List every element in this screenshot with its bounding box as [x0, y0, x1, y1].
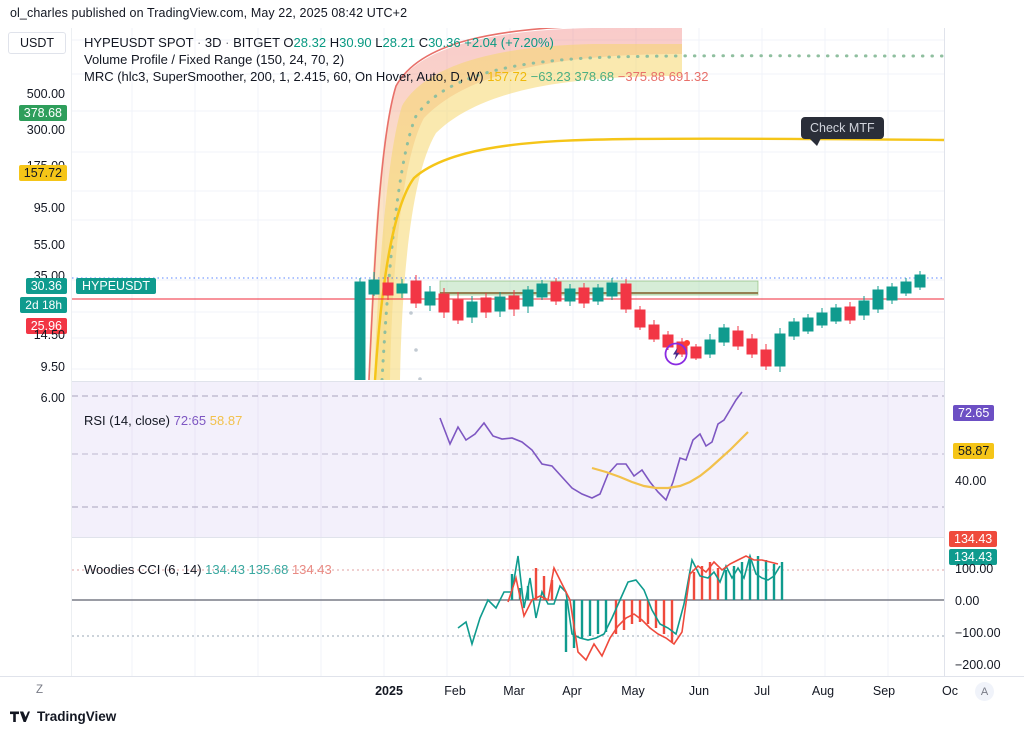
time-tick-jul: Jul — [754, 684, 770, 698]
rsi-axis-badge: 72.65 — [953, 405, 995, 421]
legend-mrc-v5: 691.32 — [668, 69, 709, 84]
legend-mrc-title[interactable]: MRC (hlc3, SuperSmoother, 200, 1, 2.415,… — [84, 69, 484, 84]
chart-frame: HYPEUSDT Check MTF — [0, 28, 1024, 677]
legend-volume-profile[interactable]: Volume Profile / Fixed Range (150, 24, 7… — [84, 52, 345, 67]
time-tick-2025: 2025 — [375, 684, 403, 698]
rsi-ma-axis-badge: 58.87 — [953, 443, 995, 459]
rsi-ma-line — [591, 431, 749, 490]
legend-mrc-v2: −63.23 — [530, 69, 571, 84]
rsi-legend[interactable]: RSI (14, close) 72:65 58.87 — [84, 413, 242, 428]
cci-legend-title[interactable]: Woodies CCI (6, 14) — [84, 562, 202, 577]
legend-low-key: L — [375, 35, 383, 50]
cci-axis-tick-minus200: −200.00 — [955, 658, 1001, 672]
rsi-chart-svg — [72, 382, 944, 537]
time-tick-feb: Feb — [444, 684, 466, 698]
cci-axis-tick-100: 100.00 — [955, 562, 994, 576]
axis-tick-500: 500.00 — [26, 87, 65, 101]
cci-axis-badge-red: 134.43 — [949, 531, 998, 547]
legend-interval[interactable]: 3D — [204, 35, 222, 50]
axis-badge-mrc-mid: 157.72 — [18, 165, 67, 181]
time-tick-jun: Jun — [688, 684, 710, 698]
legend-mrc-v4: −375.88 — [617, 69, 666, 84]
currency-label: USDT — [8, 32, 66, 54]
axis-badge-mrc-upper: 378.68 — [18, 105, 67, 121]
time-axis[interactable]: Z 2025 Feb Mar Apr May Jun Jul Aug Sep O… — [0, 676, 1024, 707]
check-mtf-tooltip[interactable]: Check MTF — [801, 117, 884, 146]
price-tag-hypeusdt: HYPEUSDT — [76, 278, 157, 294]
legend-symbol-row: HYPEUSDT SPOT · 3D · BITGET O28.32 H30.9… — [84, 35, 554, 50]
cci-chart-svg — [72, 538, 944, 677]
cci-axis-tick-0: 0.00 — [955, 594, 980, 608]
legend-mrc-v1: 157.72 — [487, 69, 527, 84]
time-tick-oct: Oc — [942, 684, 958, 698]
legend-high-key: H — [329, 35, 340, 50]
legend-open: 28.32 — [293, 35, 327, 50]
auto-scale-button[interactable]: A — [975, 682, 994, 701]
axis-badge-lower: 25.96 — [25, 318, 67, 334]
cci-histogram — [510, 556, 784, 652]
axis-tick-14-50: 14.50 — [33, 328, 65, 342]
cci-pane[interactable] — [72, 537, 944, 677]
legend-low: 28.21 — [382, 35, 416, 50]
price-legend[interactable]: HYPEUSDT SPOT · 3D · BITGET O28.32 H30.9… — [84, 34, 709, 85]
time-tick-apr: Apr — [562, 684, 582, 698]
candlestick-series — [354, 271, 926, 380]
legend-symbol[interactable]: HYPEUSDT SPOT — [84, 35, 194, 50]
axis-badge-countdown: 2d 18h — [20, 297, 67, 313]
time-tick-mar: Mar — [503, 684, 525, 698]
time-tick-sep: Sep — [872, 684, 896, 698]
legend-exchange: BITGET — [233, 35, 280, 50]
rsi-legend-ma: 58.87 — [209, 413, 243, 428]
cci-line — [507, 555, 779, 662]
axis-badge-last-price: 30.36 — [25, 278, 67, 294]
rsi-axis-tick-40: 40.00 — [955, 474, 987, 488]
tradingview-logo-icon — [10, 711, 30, 722]
rsi-legend-value: 72:65 — [173, 413, 207, 428]
axis-tick-300: 300.00 — [26, 123, 65, 137]
rsi-legend-title[interactable]: RSI (14, close) — [84, 413, 170, 428]
price-chart-svg — [72, 28, 944, 380]
volume-profile-dots — [409, 311, 422, 380]
cci-legend-v3: 134.43 — [291, 562, 332, 577]
time-tick-may: May — [621, 684, 645, 698]
scale-axis-right[interactable]: 72.65 58.87 40.00 134.43 134.43 100.00 0… — [944, 28, 1024, 676]
price-axis-left[interactable]: USDT 500.00 378.68 300.00 175.00 157.72 … — [0, 28, 72, 676]
legend-open-key: O — [283, 35, 294, 50]
cci-axis-tick-minus100: −100.00 — [955, 626, 1001, 640]
price-pane[interactable] — [72, 28, 944, 380]
legend-change: +2.04 (+7.20%) — [464, 35, 554, 50]
axis-tick-55: 55.00 — [33, 238, 65, 252]
rsi-pane[interactable] — [72, 381, 944, 537]
legend-close-key: C — [418, 35, 429, 50]
cci-legend[interactable]: Woodies CCI (6, 14) 134.43 135.68 134.43 — [84, 562, 332, 577]
cci-axis-badge-teal: 134.43 — [949, 549, 998, 565]
lightning-bolt-icon[interactable] — [664, 340, 690, 366]
cci-turbo-line — [457, 553, 781, 647]
zoom-button[interactable]: Z — [36, 684, 44, 696]
cci-legend-v2: 135.68 — [248, 562, 289, 577]
legend-close: 30.36 — [428, 35, 461, 50]
time-tick-aug: Aug — [811, 684, 835, 698]
cci-legend-v1: 134.43 — [205, 562, 245, 577]
axis-tick-95: 95.00 — [33, 201, 65, 215]
publisher-line: ol_charles published on TradingView.com,… — [10, 6, 408, 20]
mrc-mid-line — [373, 137, 944, 380]
legend-mrc-v3: 378.68 — [574, 69, 615, 84]
mrc-dotted-line — [380, 54, 944, 380]
legend-high: 30.90 — [339, 35, 372, 50]
legend-mrc-row: MRC (hlc3, SuperSmoother, 200, 1, 2.415,… — [84, 68, 709, 85]
footer: TradingView — [10, 709, 116, 724]
axis-tick-6-00: 6.00 — [40, 391, 65, 405]
axis-tick-9-50: 9.50 — [40, 360, 65, 374]
notification-dot-icon — [684, 340, 690, 346]
rsi-line — [439, 391, 743, 502]
tradingview-brand: TradingView — [37, 709, 117, 724]
